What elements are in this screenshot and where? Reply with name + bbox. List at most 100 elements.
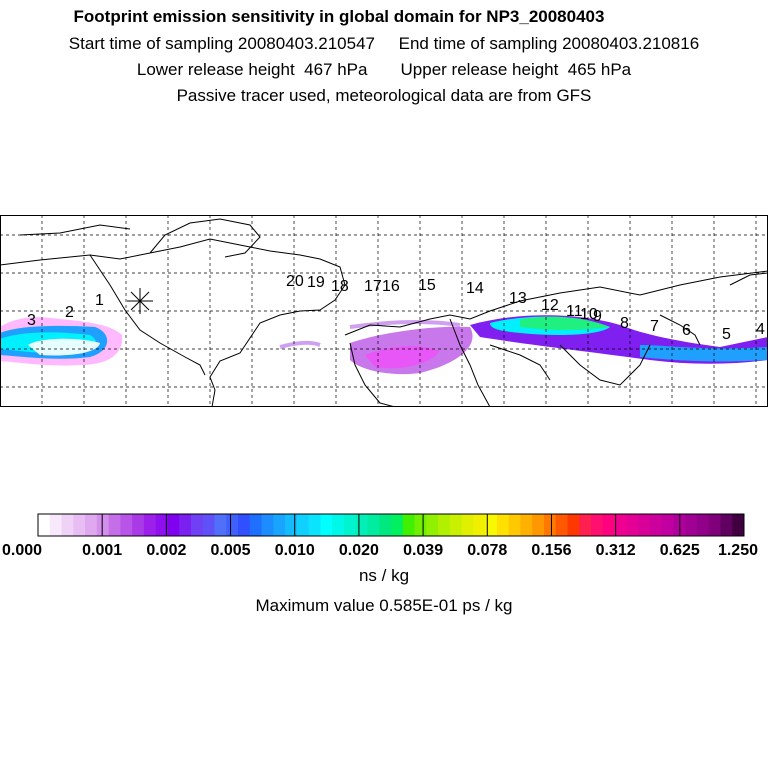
- colorbar-cell: [520, 514, 533, 536]
- colorbar-cell: [426, 514, 439, 536]
- colorbar-cell: [261, 514, 274, 536]
- colorbar-cell: [555, 514, 568, 536]
- trajectory-label: 3: [27, 312, 36, 329]
- colorbar-cell: [379, 514, 392, 536]
- colorbar-tick-label: 0.010: [275, 542, 315, 559]
- trajectory-label: 18: [331, 278, 349, 295]
- colorbar-cell: [355, 514, 368, 536]
- star-icon: [127, 288, 153, 314]
- trajectory-label: 8: [620, 315, 629, 332]
- colorbar-cell: [202, 514, 215, 536]
- trajectory-label: 19: [307, 274, 325, 291]
- colorbar-tick-label: 0.078: [467, 542, 507, 559]
- colorbar-cell: [461, 514, 474, 536]
- colorbar-cell: [285, 514, 298, 536]
- colorbar-cell: [567, 514, 580, 536]
- colorbar-cell: [532, 514, 545, 536]
- colorbar-cell: [38, 514, 51, 536]
- colorbar-cell: [696, 514, 710, 536]
- colorbar-cell: [179, 514, 192, 536]
- colorbar-cell: [167, 514, 180, 536]
- release-height-line: Lower release height 467 hPa Upper relea…: [136, 60, 632, 79]
- sensitivity-field: [0, 315, 768, 375]
- colorbar-cell: [438, 514, 451, 536]
- tracer-info-line: Passive tracer used, meteorological data…: [176, 86, 592, 105]
- colorbar-cell: [602, 514, 616, 536]
- colorbar-cell: [238, 514, 251, 536]
- colorbar-cell: [579, 514, 592, 536]
- colorbar-tick-label: 0.156: [531, 542, 571, 559]
- colorbar-tick-label: 0.039: [403, 542, 443, 559]
- colorbar-cell: [214, 514, 227, 536]
- trajectory-label: 11: [566, 303, 583, 320]
- colorbar-cell: [108, 514, 121, 536]
- colorbar-cell: [143, 514, 157, 536]
- colorbar-frame: [37, 513, 745, 537]
- colorbar-cell: [720, 514, 733, 536]
- colorbar-cell: [343, 514, 357, 536]
- trajectory-label: 20: [286, 273, 304, 290]
- colorbar-cell: [661, 514, 674, 536]
- colorbar-cell: [190, 514, 204, 536]
- trajectory-label: 12: [541, 297, 559, 314]
- colorbar-cell: [496, 514, 510, 536]
- colorbar-tick-label: 0.002: [146, 542, 186, 559]
- trajectory-label: 13: [509, 290, 527, 307]
- colorbar-tick-label: 0.005: [211, 542, 251, 559]
- colorbar-cell: [96, 514, 110, 536]
- colorbar-cell: [685, 514, 698, 536]
- colorbar-tick-label: 0.312: [596, 542, 636, 559]
- colorbar-cell: [249, 514, 263, 536]
- trajectory-label: 9: [593, 308, 602, 325]
- coastlines: [0, 218, 768, 407]
- sampling-time-line: Start time of sampling 20080403.210547 E…: [68, 34, 700, 53]
- colorbar-cell: [626, 514, 639, 536]
- colorbar-cell: [155, 514, 168, 536]
- colorbar-cell: [61, 514, 74, 536]
- colorbar-cell: [402, 514, 416, 536]
- colorbar-cells: [38, 514, 745, 536]
- trajectory-label: 10: [580, 306, 598, 323]
- colorbar: 0.000 0.001 0.002 0.005 0.010 0.020 0.039 0.078…: [2, 513, 758, 559]
- colorbar-cell: [273, 514, 286, 536]
- colorbar-cell: [391, 514, 404, 536]
- colorbar-cell: [614, 514, 627, 536]
- lat-lon-grid: [0, 215, 768, 407]
- colorbar-cell: [508, 514, 521, 536]
- colorbar-cell: [320, 514, 333, 536]
- colorbar-cell: [49, 514, 63, 536]
- colorbar-cell: [732, 514, 745, 536]
- colorbar-cell: [332, 514, 345, 536]
- trajectory-label: 6: [682, 322, 691, 339]
- colorbar-cell: [226, 514, 239, 536]
- colorbar-cell: [649, 514, 663, 536]
- plot-title: Footprint emission sensitivity in global…: [73, 7, 605, 26]
- colorbar-ticks: 0.000 0.001 0.002 0.005 0.010 0.020 0.039 0.078…: [2, 542, 758, 559]
- colorbar-cell: [120, 514, 133, 536]
- trajectory-label: 1: [95, 292, 104, 309]
- colorbar-cell: [708, 514, 721, 536]
- colorbar-cell: [591, 514, 604, 536]
- trajectory-label: 2: [65, 304, 74, 321]
- trajectory-label: 5: [722, 326, 731, 343]
- colorbar-unit: ns / kg: [358, 566, 410, 585]
- colorbar-tick-label: 0.020: [339, 542, 379, 559]
- maximum-value: Maximum value 0.585E-01 ps / kg: [255, 596, 513, 615]
- colorbar-cell: [473, 514, 486, 536]
- trajectory-label: 16: [382, 278, 400, 295]
- colorbar-cell: [73, 514, 86, 536]
- trajectory-label: 4: [756, 321, 765, 338]
- colorbar-tick-label: 1.250: [718, 542, 758, 559]
- trajectory-label: 14: [466, 280, 484, 297]
- colorbar-cell: [638, 514, 651, 536]
- colorbar-cell: [543, 514, 557, 536]
- colorbar-cell: [414, 514, 427, 536]
- colorbar-tick-label: 0.001: [82, 542, 122, 559]
- colorbar-tick-label: 0.000: [2, 542, 42, 559]
- colorbar-cell: [308, 514, 321, 536]
- trajectory-label: 7: [650, 318, 659, 335]
- trajectory-label: 15: [418, 277, 436, 294]
- colorbar-cell: [367, 514, 380, 536]
